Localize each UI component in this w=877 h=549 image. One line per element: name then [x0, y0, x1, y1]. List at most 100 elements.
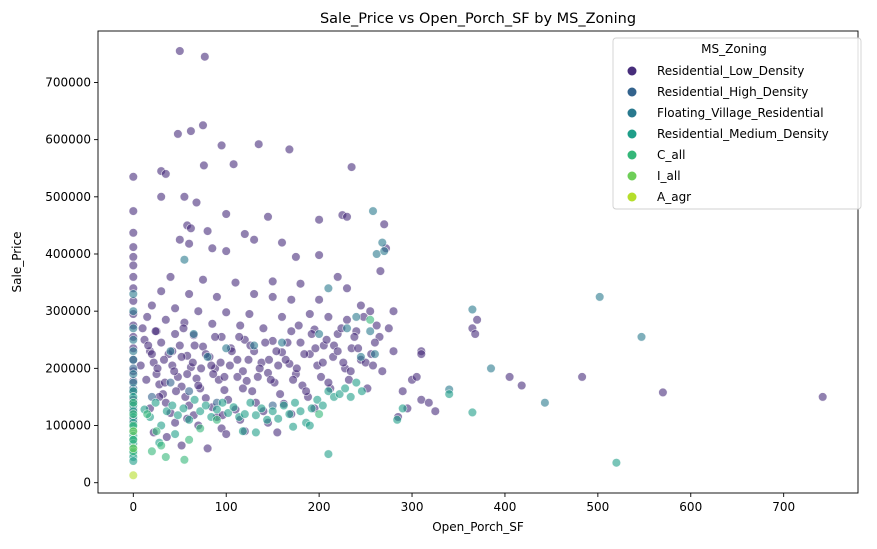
data-point	[307, 403, 317, 414]
data-point	[486, 363, 496, 374]
data-point	[333, 272, 343, 282]
data-point	[151, 398, 161, 408]
legend-marker	[627, 192, 637, 202]
x-tick-label: 200	[308, 500, 331, 514]
y-tick-label: 700000	[45, 75, 91, 89]
y-tick-label: 100000	[45, 419, 91, 433]
data-point	[260, 338, 270, 348]
data-point	[323, 283, 334, 293]
data-point	[128, 272, 138, 282]
data-point	[318, 400, 328, 411]
legend-label: Floating_Village_Residential	[657, 106, 824, 120]
data-point	[189, 329, 199, 339]
data-point	[221, 429, 231, 439]
data-point	[184, 289, 194, 299]
data-point	[229, 402, 239, 412]
data-point	[271, 346, 282, 356]
data-point	[156, 440, 166, 451]
data-point	[268, 276, 278, 287]
legend-label: C_all	[657, 148, 685, 162]
data-point	[424, 398, 434, 408]
data-point	[232, 372, 242, 382]
data-point	[505, 372, 515, 382]
data-point	[195, 406, 205, 416]
data-point	[219, 372, 229, 382]
data-point	[206, 360, 216, 371]
data-point	[184, 239, 194, 249]
data-point	[279, 400, 289, 411]
data-point	[128, 470, 138, 480]
data-point	[611, 458, 622, 468]
data-point	[314, 409, 324, 419]
data-point	[147, 300, 157, 311]
x-axis: 0 100 200 300 400 500 600 700	[129, 493, 795, 514]
data-point	[217, 398, 228, 408]
data-point	[517, 380, 527, 391]
data-point	[184, 435, 194, 445]
data-point	[179, 192, 189, 202]
data-point	[368, 206, 378, 216]
legend-marker	[627, 150, 637, 160]
y-axis-label: Sale_Price	[10, 232, 24, 293]
chart-title: Sale_Price vs Open_Porch_SF by MS_Zoning	[320, 11, 636, 27]
data-point	[636, 332, 647, 342]
data-point	[128, 346, 138, 356]
data-point	[318, 358, 328, 368]
data-point	[388, 346, 399, 356]
legend-box	[612, 37, 862, 210]
data-point	[216, 358, 226, 368]
data-point	[295, 406, 306, 416]
legend-marker	[627, 87, 637, 97]
x-tick-label: 300	[401, 500, 424, 514]
data-point	[223, 408, 233, 418]
data-point	[190, 340, 200, 351]
data-point	[314, 329, 324, 339]
data-point	[203, 443, 213, 454]
x-tick-label: 700	[772, 500, 795, 514]
data-point	[351, 312, 361, 322]
data-point	[249, 235, 259, 245]
data-point	[210, 332, 220, 342]
data-point	[170, 303, 180, 313]
data-point	[388, 306, 399, 316]
data-point	[173, 410, 183, 420]
data-point	[171, 386, 181, 396]
data-point	[272, 427, 282, 438]
data-point	[258, 323, 269, 333]
data-point	[141, 375, 151, 385]
data-point	[273, 360, 283, 371]
data-point	[170, 329, 180, 339]
data-point	[221, 307, 231, 317]
data-point	[128, 378, 138, 388]
data-point	[342, 323, 352, 333]
data-point	[346, 366, 356, 376]
data-point	[128, 355, 138, 365]
data-point	[128, 289, 138, 299]
data-point	[128, 398, 138, 408]
data-point	[196, 363, 206, 374]
data-point	[186, 223, 196, 233]
data-point	[162, 432, 172, 442]
data-point	[212, 292, 222, 302]
data-point	[128, 206, 138, 216]
data-point	[268, 406, 278, 416]
data-point	[338, 358, 348, 368]
data-point	[251, 410, 261, 420]
data-point	[288, 375, 298, 385]
data-point	[323, 386, 334, 396]
data-point	[161, 315, 171, 325]
data-point	[284, 144, 295, 154]
data-point	[207, 243, 217, 253]
data-point	[221, 246, 231, 256]
data-point	[288, 422, 298, 432]
data-point	[323, 312, 334, 322]
data-point	[351, 378, 361, 388]
data-point	[179, 455, 189, 465]
data-point	[322, 335, 332, 345]
data-point	[372, 320, 382, 331]
data-point	[188, 358, 198, 368]
data-point	[128, 435, 138, 445]
data-point	[294, 320, 304, 331]
data-point	[200, 52, 210, 62]
data-point	[295, 338, 306, 348]
